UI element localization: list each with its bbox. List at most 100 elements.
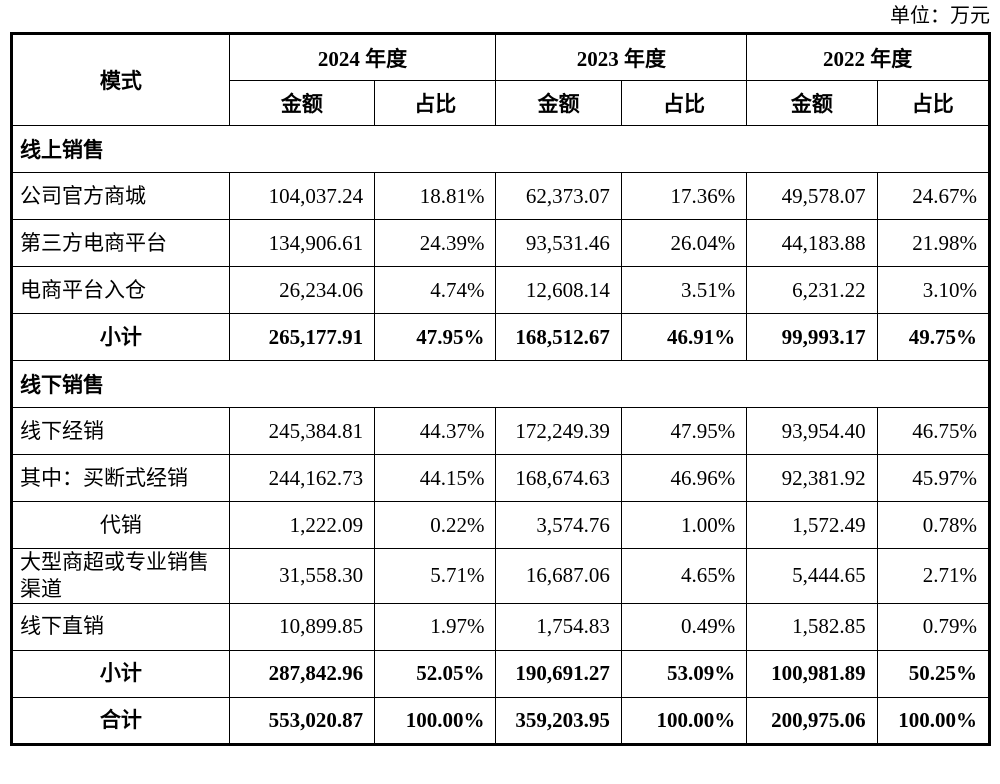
ratio-cell: 100.00% <box>876 696 991 745</box>
table-row-data: 第三方电商平台 134,906.61 24.39% 93,531.46 26.04% 44… <box>11 219 991 267</box>
amount-cell: 26,234.06 <box>228 266 376 314</box>
year-header-2023: 2023 年度 <box>495 33 748 81</box>
ratio-cell: 2.71% <box>876 548 991 604</box>
ratio-cell: 46.75% <box>876 407 991 455</box>
table-row-data: 大型商超或专业销售渠道 31,558.30 5.71% 16,687.06 4.65% 5… <box>11 548 991 604</box>
row-label: 公司官方商城 <box>11 172 230 220</box>
row-label: 大型商超或专业销售渠道 <box>11 548 230 604</box>
ratio-cell: 50.25% <box>876 649 991 698</box>
ratio-cell: 1.97% <box>374 602 497 651</box>
ratio-cell: 26.04% <box>620 219 748 267</box>
amount-cell: 100,981.89 <box>746 649 878 698</box>
amount-header-2022: 金额 <box>746 80 878 126</box>
header-row-years: 模式 2024 年度 2023 年度 2022 年度 <box>11 33 990 126</box>
amount-cell: 3,574.76 <box>495 501 622 549</box>
amount-cell: 99,993.17 <box>746 313 878 361</box>
amount-cell: 1,754.83 <box>495 602 622 651</box>
amount-cell: 5,444.65 <box>746 548 878 604</box>
table-body: 线上销售 公司官方商城 104,037.24 18.81% 62,373.07 17.36… <box>11 125 991 745</box>
table-row-section: 线上销售 <box>11 125 990 173</box>
table-row-subtotal: 小计 265,177.91 47.95% 168,512.67 46.91% 99,993… <box>11 313 991 361</box>
table-row-data: 线下直销 10,899.85 1.97% 1,754.83 0.49% 1,582.85 0… <box>11 602 991 651</box>
ratio-header-2023: 占比 <box>620 80 748 126</box>
ratio-header-2022: 占比 <box>876 80 991 126</box>
ratio-cell: 0.78% <box>876 501 991 549</box>
ratio-cell: 3.51% <box>620 266 748 314</box>
amount-cell: 200,975.06 <box>746 696 878 745</box>
ratio-cell: 3.10% <box>876 266 991 314</box>
ratio-cell: 0.79% <box>876 602 991 651</box>
row-label: 其中：买断式经销 <box>11 454 230 502</box>
amount-cell: 359,203.95 <box>495 696 622 745</box>
ratio-cell: 24.39% <box>374 219 497 267</box>
amount-cell: 6,231.22 <box>746 266 878 314</box>
unit-label: 单位：万元 <box>890 5 990 27</box>
ratio-cell: 100.00% <box>374 696 497 745</box>
ratio-cell: 18.81% <box>374 172 497 220</box>
year-header-2024: 2024 年度 <box>228 33 497 81</box>
ratio-cell: 47.95% <box>374 313 497 361</box>
table-header: 模式 2024 年度 2023 年度 2022 年度 金额 占比 金额 占比 金… <box>11 33 991 126</box>
ratio-cell: 52.05% <box>374 649 497 698</box>
ratio-cell: 47.95% <box>620 407 748 455</box>
amount-cell: 49,578.07 <box>746 172 878 220</box>
ratio-cell: 49.75% <box>876 313 991 361</box>
row-label: 合计 <box>11 696 230 745</box>
amount-cell: 10,899.85 <box>228 602 376 651</box>
row-label: 小计 <box>11 313 230 361</box>
amount-cell: 287,842.96 <box>228 649 376 698</box>
ratio-cell: 46.96% <box>620 454 748 502</box>
year-header-2022: 2022 年度 <box>746 33 990 81</box>
row-label: 代销 <box>11 501 230 549</box>
ratio-cell: 0.22% <box>374 501 497 549</box>
ratio-cell: 53.09% <box>620 649 748 698</box>
amount-cell: 92,381.92 <box>746 454 878 502</box>
row-label: 第三方电商平台 <box>11 219 230 267</box>
section-label: 线下销售 <box>11 360 990 408</box>
amount-cell: 62,373.07 <box>495 172 622 220</box>
table-row-subtotal: 小计 287,842.96 52.05% 190,691.27 53.09% 100,98… <box>11 649 991 698</box>
amount-cell: 31,558.30 <box>228 548 376 604</box>
sales-mode-table: 模式 2024 年度 2023 年度 2022 年度 金额 占比 金额 占比 金… <box>10 32 991 746</box>
ratio-cell: 17.36% <box>620 172 748 220</box>
row-label: 线下经销 <box>11 407 230 455</box>
amount-cell: 245,384.81 <box>228 407 376 455</box>
table-row-data: 线下经销 245,384.81 44.37% 172,249.39 47.95% 93,9… <box>11 407 991 455</box>
amount-cell: 172,249.39 <box>495 407 622 455</box>
amount-cell: 265,177.91 <box>228 313 376 361</box>
amount-cell: 93,531.46 <box>495 219 622 267</box>
amount-header-2024: 金额 <box>228 80 376 126</box>
amount-cell: 44,183.88 <box>746 219 878 267</box>
ratio-cell: 0.49% <box>620 602 748 651</box>
ratio-cell: 4.65% <box>620 548 748 604</box>
amount-cell: 168,674.63 <box>495 454 622 502</box>
table-row-section: 线下销售 <box>11 360 990 408</box>
table-row-total: 合计 553,020.87 100.00% 359,203.95 100.00% 200,… <box>11 696 991 745</box>
amount-cell: 104,037.24 <box>228 172 376 220</box>
amount-cell: 244,162.73 <box>228 454 376 502</box>
ratio-cell: 44.37% <box>374 407 497 455</box>
amount-cell: 16,687.06 <box>495 548 622 604</box>
amount-cell: 134,906.61 <box>228 219 376 267</box>
table-row-data: 电商平台入仓 26,234.06 4.74% 12,608.14 3.51% 6,231.… <box>11 266 991 314</box>
amount-cell: 1,222.09 <box>228 501 376 549</box>
ratio-cell: 44.15% <box>374 454 497 502</box>
ratio-cell: 21.98% <box>876 219 991 267</box>
amount-cell: 93,954.40 <box>746 407 878 455</box>
table-row-data: 公司官方商城 104,037.24 18.81% 62,373.07 17.36% 49,… <box>11 172 991 220</box>
ratio-cell: 5.71% <box>374 548 497 604</box>
amount-cell: 1,572.49 <box>746 501 878 549</box>
amount-cell: 168,512.67 <box>495 313 622 361</box>
row-label: 线下直销 <box>11 602 230 651</box>
section-label: 线上销售 <box>11 125 990 173</box>
ratio-cell: 100.00% <box>620 696 748 745</box>
amount-header-2023: 金额 <box>495 80 622 126</box>
table-row-data: 其中：买断式经销 244,162.73 44.15% 168,674.63 46.96%… <box>11 454 991 502</box>
ratio-cell: 1.00% <box>620 501 748 549</box>
amount-cell: 1,582.85 <box>746 602 878 651</box>
ratio-cell: 24.67% <box>876 172 991 220</box>
ratio-cell: 46.91% <box>620 313 748 361</box>
amount-cell: 12,608.14 <box>495 266 622 314</box>
table-row-data: 代销 1,222.09 0.22% 3,574.76 1.00% 1,572.49 0.78… <box>11 501 991 549</box>
